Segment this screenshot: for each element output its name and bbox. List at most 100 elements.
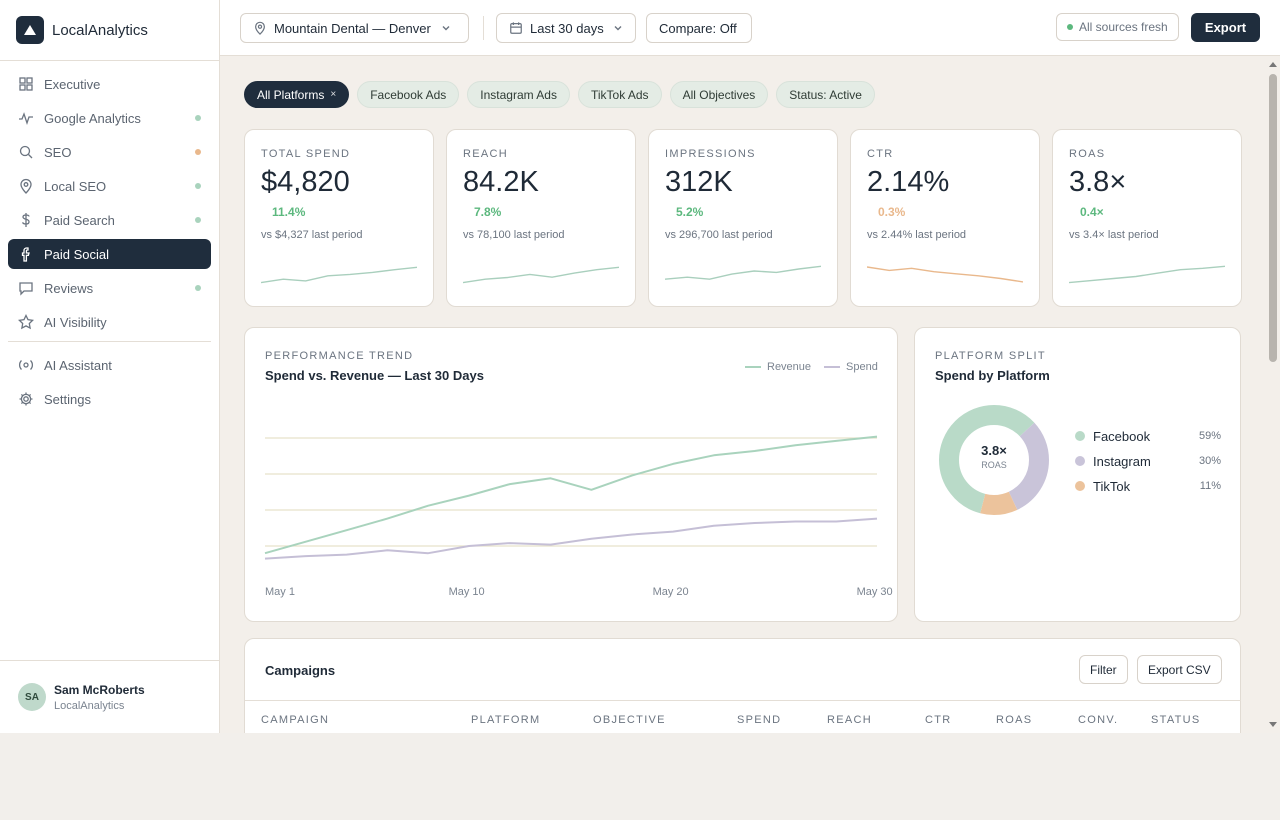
status-dot: [195, 285, 201, 291]
status-dot: [1067, 24, 1073, 30]
legend-swatch: [745, 366, 761, 368]
sidebar-item-seo[interactable]: SEO: [8, 137, 211, 167]
status-dot: [195, 217, 201, 223]
sidebar-item-executive[interactable]: Executive: [8, 69, 211, 99]
status-dot: [195, 115, 201, 121]
campaigns-title: Campaigns: [265, 663, 336, 678]
kpi-delta: 7.8%: [474, 205, 502, 219]
sidebar-item-label: Reviews: [44, 280, 94, 296]
kpi-delta: 11.4%: [272, 205, 306, 219]
column-header-roas[interactable]: ROAS: [996, 714, 1033, 726]
date-range-selector[interactable]: Last 30 days: [496, 13, 636, 43]
sidebar-item-label: Local SEO: [44, 178, 107, 194]
chip-label: Instagram Ads: [480, 87, 557, 102]
filter-chip-all-objectives[interactable]: All Objectives: [669, 81, 769, 108]
kpi-card-total-spend[interactable]: TOTAL SPEND $4,820 11.4% vs $4,327 last per…: [244, 129, 434, 307]
location-selector[interactable]: Mountain Dental — Denver: [240, 13, 469, 43]
activity-icon: [19, 112, 33, 126]
series-line-spend: [264, 517, 878, 560]
x-tick-label: May 10: [449, 586, 485, 598]
sidebar-item-label: Settings: [44, 391, 91, 407]
kpi-value: 2.14%: [867, 166, 950, 198]
scroll-down-arrow[interactable]: [1269, 722, 1277, 727]
kpi-delta: 0.3%: [878, 205, 906, 219]
kpi-previous: vs $4,327 last period: [261, 229, 363, 241]
platform-split-card: PLATFORM SPLIT Spend by Platform 3.8× RO…: [914, 327, 1241, 622]
export-csv-button[interactable]: Export CSV: [1137, 655, 1222, 684]
scroll-up-arrow[interactable]: [1269, 62, 1277, 67]
data-freshness-indicator[interactable]: All sources fresh: [1056, 13, 1179, 41]
filter-button[interactable]: Filter: [1079, 655, 1128, 684]
column-header-spend[interactable]: SPEND: [737, 714, 782, 726]
export-button[interactable]: Export: [1191, 13, 1260, 42]
legend-label: TikTok: [1093, 478, 1131, 494]
legend-swatch: [824, 366, 840, 368]
gear-icon: [19, 392, 33, 406]
x-tick-label: May 1: [265, 586, 295, 598]
column-header-reach[interactable]: REACH: [827, 714, 873, 726]
filter-chip-all-platforms[interactable]: All Platforms ×: [244, 81, 350, 108]
sidebar-item-label: Paid Search: [44, 212, 115, 228]
compare-toggle[interactable]: Compare: Off: [646, 13, 752, 43]
close-icon[interactable]: ×: [330, 89, 337, 100]
kpi-delta: 0.4×: [1080, 205, 1104, 219]
filter-chip-status-active[interactable]: Status: Active: [776, 81, 875, 108]
kpi-label: REACH: [463, 148, 509, 160]
legend-item-revenue: Revenue: [745, 361, 811, 373]
column-header-status[interactable]: STATUS: [1151, 714, 1201, 726]
kpi-card-reach[interactable]: REACH 84.2K 7.8% vs 78,100 last period: [446, 129, 636, 307]
grid-icon: [19, 77, 33, 91]
filter-chip-instagram-ads[interactable]: Instagram Ads: [467, 81, 570, 108]
kpi-delta: 5.2%: [676, 205, 704, 219]
kpi-label: CTR: [867, 148, 894, 160]
column-header-objective[interactable]: OBJECTIVE: [593, 714, 666, 726]
chip-label: TikTok Ads: [590, 87, 649, 102]
column-header-ctr[interactable]: CTR: [925, 714, 952, 726]
legend-swatch: [1075, 431, 1085, 441]
sidebar-item-label: AI Visibility: [44, 314, 107, 330]
sparkline-path: [261, 266, 417, 284]
status-dot: [195, 149, 201, 155]
sidebar-item-reviews[interactable]: Reviews: [8, 273, 211, 303]
sidebar-item-ai-visibility[interactable]: AI Visibility: [8, 307, 211, 337]
filter-chip-tiktok-ads[interactable]: TikTok Ads: [577, 81, 662, 108]
brand[interactable]: LocalAnalytics: [0, 0, 219, 61]
column-header-platform[interactable]: PLATFORM: [471, 714, 541, 726]
card-eyebrow: PLATFORM SPLIT: [935, 350, 1046, 362]
kpi-card-impressions[interactable]: IMPRESSIONS 312K 5.2% vs 296,700 last perio…: [648, 129, 838, 307]
sidebar-item-label: SEO: [44, 144, 72, 160]
sidebar-item-paid-search[interactable]: Paid Search: [8, 205, 211, 235]
message-icon: [19, 282, 33, 296]
legend-item-facebook: Facebook 59%: [1075, 428, 1221, 444]
x-tick-label: May 30: [857, 586, 893, 598]
legend-percent: 11%: [1199, 480, 1221, 492]
kpi-label: TOTAL SPEND: [261, 148, 351, 160]
card-eyebrow: PERFORMANCE TREND: [265, 350, 414, 362]
chevron-down-icon: [442, 26, 450, 31]
scroll-thumb[interactable]: [1269, 74, 1277, 362]
kpi-value: $4,820: [261, 166, 350, 198]
sidebar-item-local-seo[interactable]: Local SEO: [8, 171, 211, 201]
legend-swatch: [1075, 456, 1085, 466]
sidebar-item-label: Google Analytics: [44, 110, 141, 126]
column-header-conv[interactable]: CONV.: [1078, 714, 1119, 726]
sidebar-item-ai-assistant[interactable]: AI Assistant: [8, 350, 211, 380]
kpi-value: 84.2K: [463, 166, 539, 198]
kpi-card-roas[interactable]: ROAS 3.8× 0.4× vs 3.4× last period: [1052, 129, 1242, 307]
topbar: Mountain Dental — Denver Last 30 days Co…: [220, 0, 1280, 56]
kpi-card-ctr[interactable]: CTR 2.14% 0.3% vs 2.44% last period: [850, 129, 1040, 307]
main-scrollbar[interactable]: [1266, 56, 1280, 733]
legend-label: Facebook: [1093, 428, 1151, 444]
user-profile[interactable]: SA Sam McRoberts LocalAnalytics: [0, 660, 219, 733]
filter-chip-facebook-ads[interactable]: Facebook Ads: [357, 81, 460, 108]
legend-item-tiktok: TikTok 11%: [1075, 478, 1221, 494]
sidebar-item-paid-social[interactable]: Paid Social: [8, 239, 211, 269]
sidebar: LocalAnalytics Executive Google Analytics…: [0, 0, 220, 733]
donut-slice-instagram: [939, 405, 1049, 515]
column-header-campaign[interactable]: CAMPAIGN: [261, 714, 330, 726]
sidebar-item-settings[interactable]: Settings: [8, 384, 211, 414]
sidebar-item-google-analytics[interactable]: Google Analytics: [8, 103, 211, 133]
sidebar-item-label: AI Assistant: [44, 357, 112, 373]
map-pin-icon: [20, 178, 32, 194]
sidebar-nav: Executive Google Analytics SEO Local SEO Pai…: [0, 61, 219, 414]
